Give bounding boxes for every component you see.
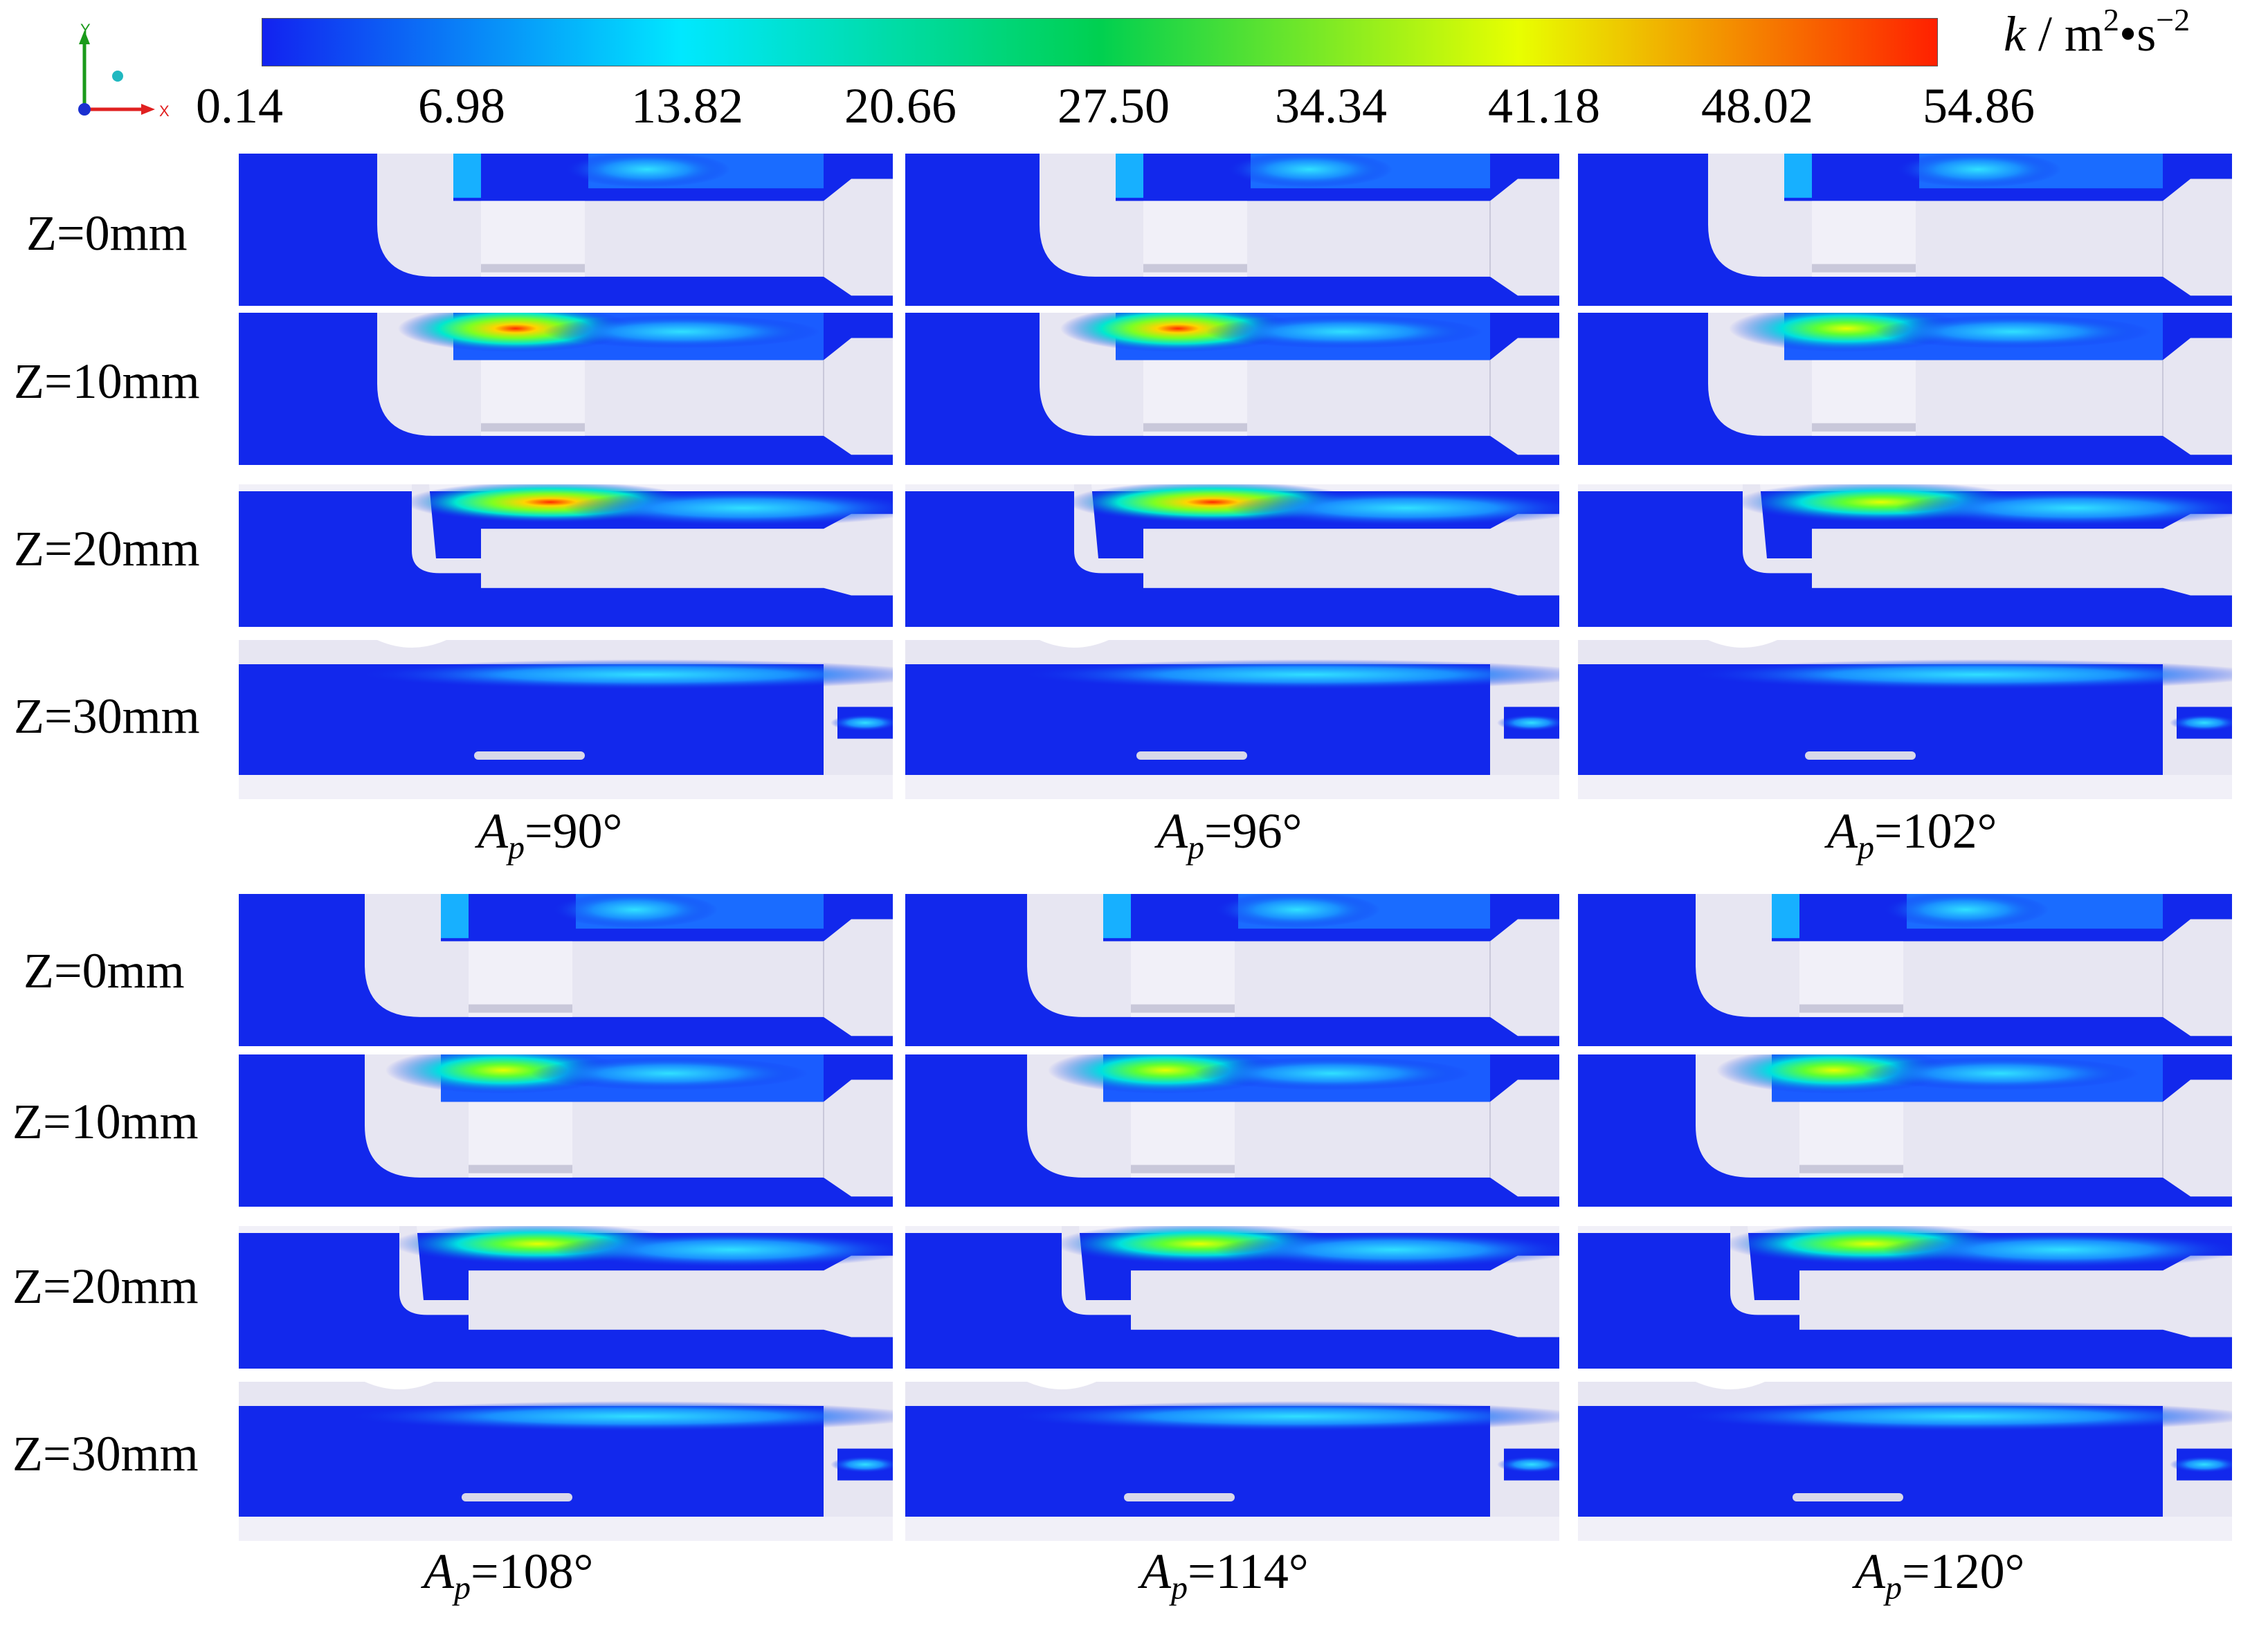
colorbar-tick: 41.18 — [1488, 78, 1600, 134]
row-label: Z=30mm — [12, 1426, 199, 1481]
case-caption: Ap=120° — [1855, 1544, 2025, 1607]
contour-panel — [1578, 154, 2232, 311]
colorbar-tick: 20.66 — [844, 78, 956, 134]
colorbar-tick: 13.82 — [631, 78, 743, 134]
unit-exponent: 2 — [2103, 2, 2119, 37]
unit-exponent: −2 — [2156, 2, 2190, 37]
case-caption: Ap=102° — [1827, 803, 1997, 866]
case-caption: Ap=90° — [478, 803, 623, 866]
contour-panel — [1578, 1226, 2232, 1374]
case-caption: Ap=108° — [424, 1544, 594, 1607]
axis-x-label: X — [159, 102, 170, 120]
contour-panel — [239, 894, 893, 1052]
axis-triad-icon: Y X — [78, 21, 170, 120]
contour-panel — [1578, 1054, 2232, 1212]
contour-panel — [905, 313, 1559, 471]
row-label: Z=10mm — [14, 354, 200, 409]
contour-panel — [239, 484, 893, 632]
contour-panel — [905, 640, 1559, 799]
contour-panel — [1578, 484, 2232, 632]
contour-panel — [239, 1382, 893, 1541]
unit-text: / m — [2025, 6, 2103, 62]
row-label: Z=30mm — [14, 688, 200, 744]
case-caption: Ap=96° — [1157, 803, 1303, 866]
contour-panel — [905, 1382, 1559, 1541]
contour-panel — [905, 1226, 1559, 1374]
contour-panel — [239, 154, 893, 311]
contour-panel — [905, 154, 1559, 311]
contour-panel — [1578, 1382, 2232, 1541]
contour-panel — [905, 484, 1559, 632]
contour-panel — [905, 1054, 1559, 1212]
unit-variable: k — [2004, 6, 2026, 62]
row-label: Z=20mm — [12, 1259, 199, 1314]
contour-panel — [1578, 640, 2232, 799]
colorbar-tick: 34.34 — [1275, 78, 1387, 134]
row-label: Z=0mm — [26, 205, 188, 261]
contour-panel — [239, 1226, 893, 1374]
row-label: Z=20mm — [14, 521, 200, 576]
colorbar-tick: 6.98 — [418, 78, 505, 134]
colorbar-tick: 27.50 — [1058, 78, 1170, 134]
colorbar-tick: 48.02 — [1701, 78, 1813, 134]
unit-text: •s — [2119, 6, 2157, 62]
row-label: Z=10mm — [12, 1094, 199, 1149]
colorbar — [262, 18, 1938, 66]
contour-panel — [1578, 894, 2232, 1052]
contour-panel — [905, 894, 1559, 1052]
colorbar-tick: 54.86 — [1923, 78, 2035, 134]
contour-panel — [239, 640, 893, 799]
case-caption: Ap=114° — [1141, 1544, 1309, 1607]
contour-panel — [239, 313, 893, 471]
colorbar-unit: k / m2•s−2 — [2004, 2, 2190, 63]
contour-panel — [1578, 313, 2232, 471]
colorbar-tick: 0.14 — [196, 78, 283, 134]
row-label: Z=0mm — [24, 943, 185, 998]
contour-panel — [239, 1054, 893, 1212]
axis-y-label: Y — [80, 21, 91, 38]
